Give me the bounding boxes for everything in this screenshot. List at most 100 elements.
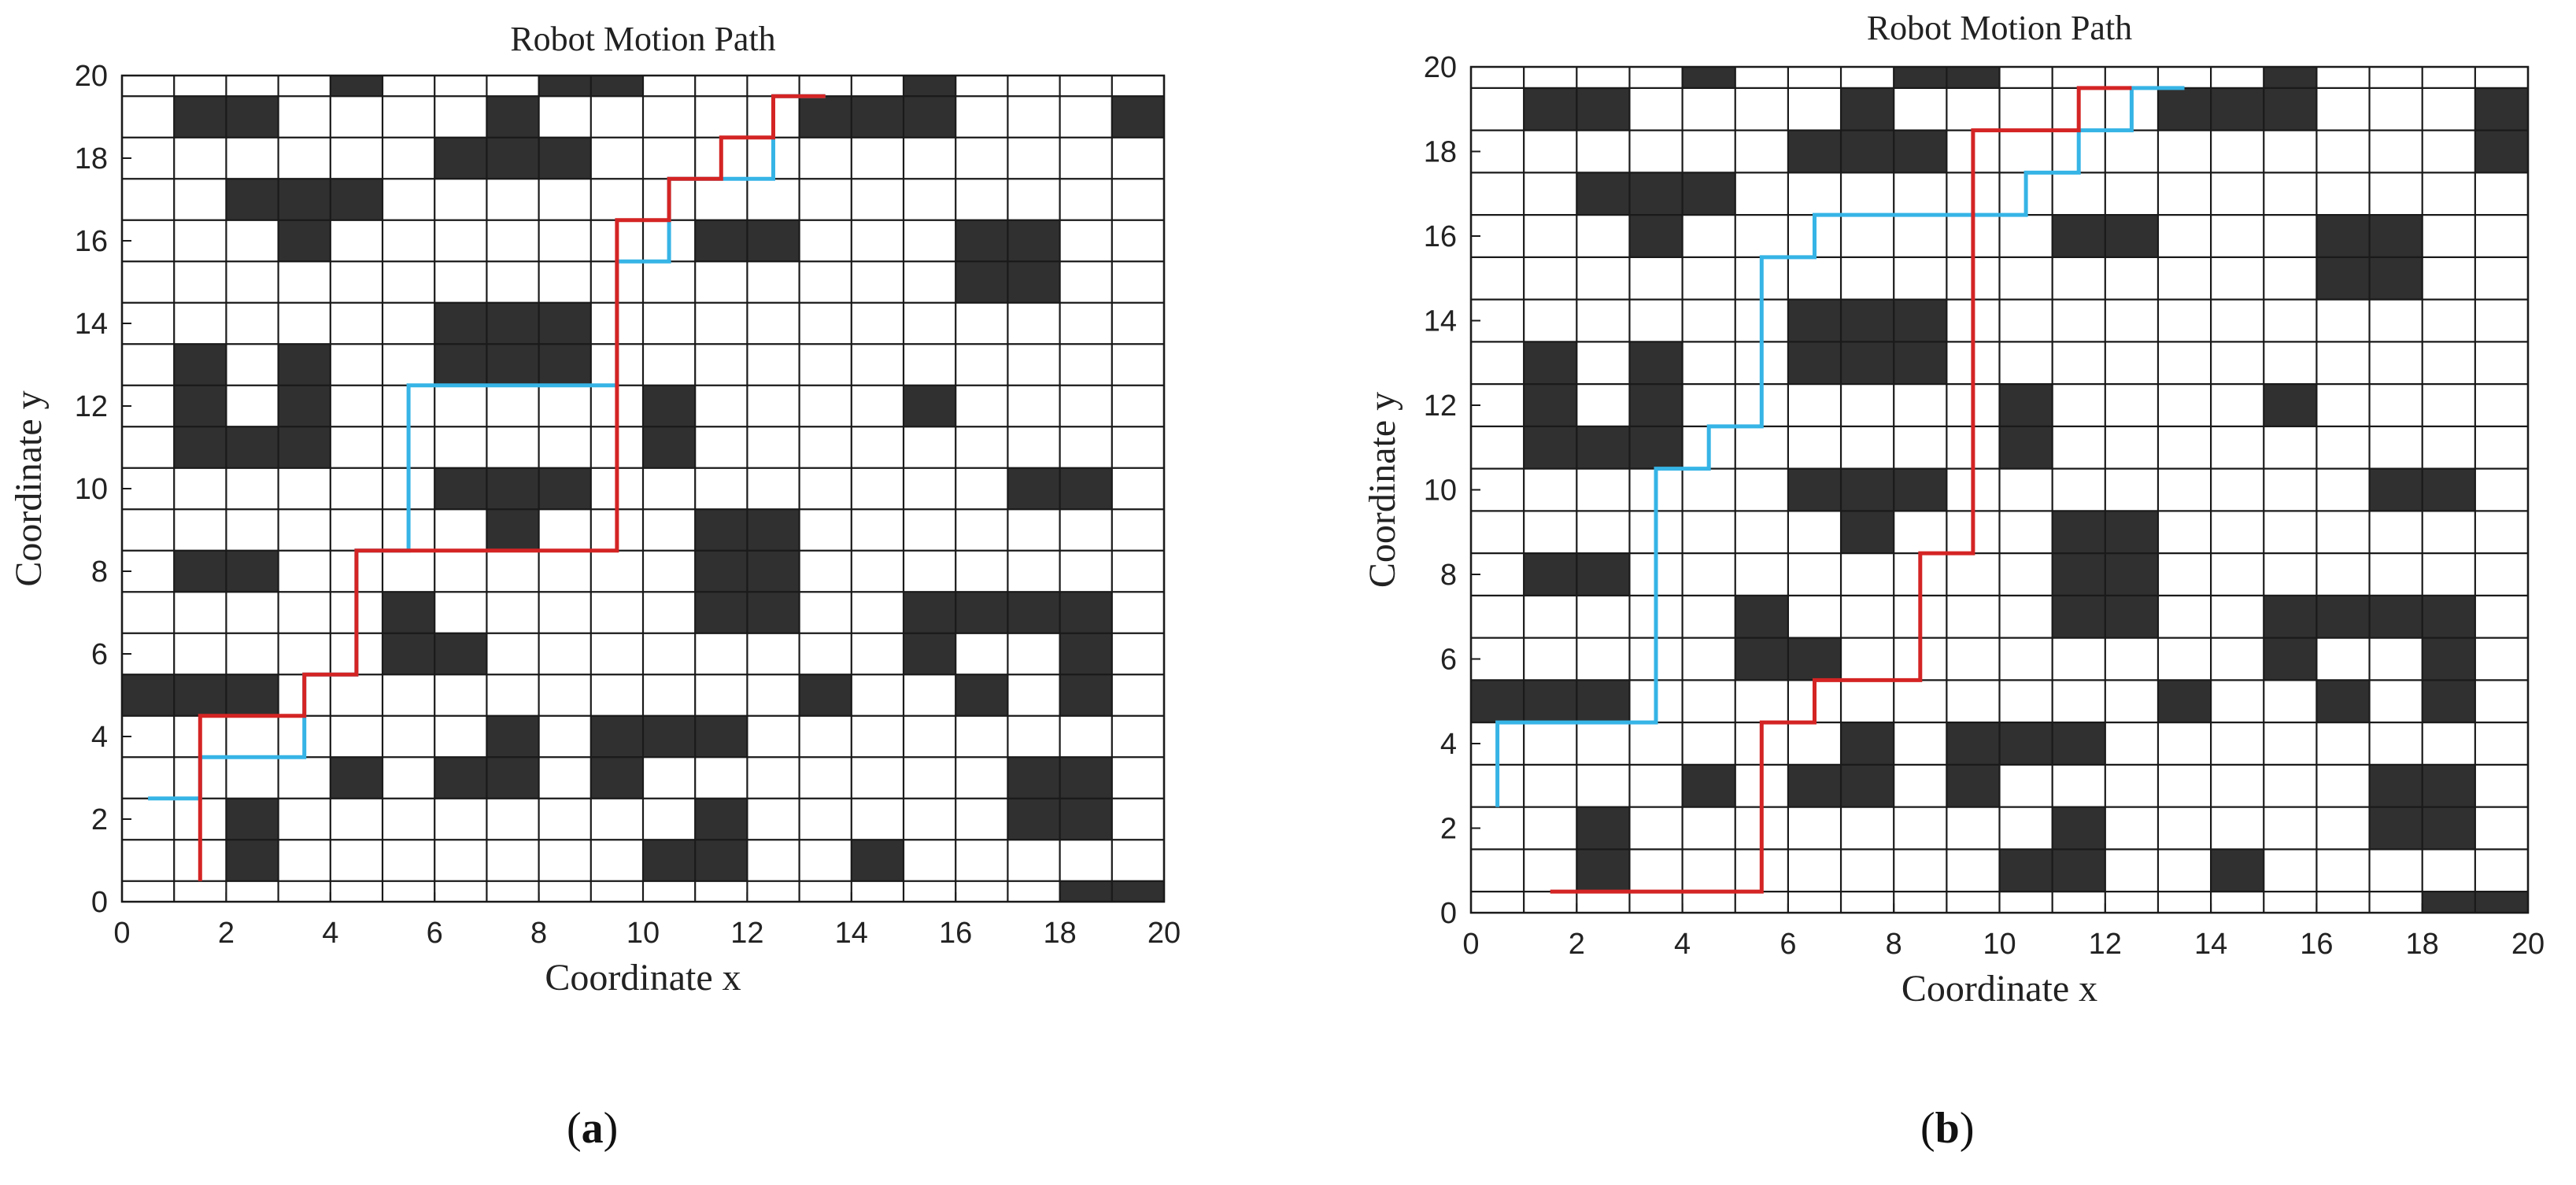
x-tick-label: 10 [626, 917, 660, 950]
obstacle-cell [1894, 130, 1947, 173]
x-tick-label: 4 [1674, 928, 1691, 961]
y-tick-label: 12 [1424, 389, 1457, 423]
obstacle-cell [1524, 87, 1577, 131]
obstacle-cell [955, 674, 1008, 716]
obstacle-cell [174, 344, 227, 386]
obstacle-cell [2316, 595, 2370, 638]
obstacle-cell [1999, 426, 2053, 469]
obstacle-cell [1787, 341, 1842, 385]
obstacle-cell [1576, 807, 1630, 850]
obstacle-cell [1735, 595, 1788, 638]
obstacle-cell [1524, 426, 1577, 469]
y-axis-label: Coordinate y [8, 390, 50, 586]
y-tick-label: 6 [91, 638, 108, 671]
obstacle-cell [2369, 257, 2423, 300]
y-tick-label: 2 [91, 803, 108, 836]
y-tick-label: 14 [75, 308, 108, 341]
obstacle-cell [538, 344, 591, 386]
x-tick-label: 16 [2300, 928, 2333, 961]
x-axis-label: Coordinate x [1902, 968, 2097, 1010]
obstacle-cell [1059, 467, 1112, 510]
obstacle-cell [2264, 595, 2317, 638]
obstacle-cell [955, 592, 1008, 633]
obstacle-cell [1629, 384, 1683, 426]
obstacle-cell [1059, 633, 1112, 675]
obstacle-cell [434, 633, 487, 675]
obstacle-cell [278, 220, 331, 262]
obstacle-cell [2052, 807, 2105, 850]
chart-title: Robot Motion Path [510, 20, 775, 58]
obstacle-cell [486, 467, 539, 510]
obstacle-cell [278, 426, 331, 468]
obstacle-cell [2264, 384, 2317, 426]
obstacle-cell [2422, 892, 2475, 913]
obstacle-cell [1629, 341, 1683, 385]
obstacle-cell [1576, 680, 1630, 723]
obstacle-cell [1894, 299, 1947, 342]
obstacle-cell [434, 467, 487, 510]
obstacle-cell [643, 385, 696, 427]
obstacle-cell [2052, 595, 2105, 638]
obstacle-cell [1841, 341, 1894, 385]
obstacle-cell [904, 76, 956, 97]
obstacle-cell [486, 509, 539, 551]
obstacle-layer [122, 76, 1164, 902]
obstacle-cell [538, 137, 591, 179]
panel-label-a: (a) [567, 1104, 619, 1153]
obstacle-cell [2474, 87, 2528, 131]
obstacle-cell [330, 179, 383, 220]
x-tick-label: 16 [939, 917, 972, 950]
obstacle-cell [1007, 798, 1060, 840]
obstacle-cell [434, 302, 487, 345]
obstacle-cell [1946, 722, 2000, 765]
obstacle-cell [1576, 426, 1630, 469]
x-tick-label: 8 [1886, 928, 1902, 961]
obstacle-cell [747, 220, 800, 262]
obstacle-cell [643, 426, 696, 468]
obstacle-cell [2369, 595, 2423, 638]
obstacle-cell [226, 426, 279, 468]
obstacle-cell [2316, 257, 2370, 300]
chart-title: Robot Motion Path [1867, 9, 2132, 47]
obstacle-cell [695, 840, 748, 881]
obstacle-cell [1007, 592, 1060, 633]
obstacle-cell [174, 385, 227, 427]
obstacle-cell [486, 344, 539, 386]
obstacle-cell [590, 76, 643, 97]
obstacle-cell [434, 137, 487, 179]
obstacle-cell [174, 550, 227, 592]
x-tick-label: 14 [835, 917, 868, 950]
obstacle-cell [2316, 215, 2370, 257]
obstacle-cell [1007, 757, 1060, 799]
y-tick-label: 12 [75, 390, 108, 423]
x-tick-label: 20 [1148, 917, 1181, 950]
obstacle-cell [1576, 849, 1630, 892]
y-tick-label: 4 [1440, 728, 1457, 761]
panel-label-b: (b) [1920, 1104, 1975, 1153]
obstacle-cell [2105, 511, 2158, 554]
obstacle-cell [1946, 67, 2000, 88]
panel-a: 0 2 4 6 8 10 12 14 16 18 20 0 2 4 6 8 10 12 14 16 18 20 Robot … [0, 0, 1196, 1185]
obstacle-cell [1682, 764, 1735, 807]
obstacle-cell [1111, 96, 1164, 138]
obstacle-cell [1629, 215, 1683, 257]
obstacle-cell [1946, 764, 2000, 807]
y-tick-label: 16 [75, 225, 108, 258]
obstacle-cell [2157, 87, 2212, 131]
obstacle-cell [278, 344, 331, 386]
x-tick-label: 6 [427, 917, 443, 950]
obstacle-cell [1682, 67, 1735, 88]
obstacle-cell [1841, 130, 1894, 173]
obstacle-cell [1059, 674, 1112, 716]
obstacle-cell [330, 757, 383, 799]
obstacle-cell [2369, 215, 2423, 257]
x-tick-label: 10 [1983, 928, 2016, 961]
panel-b: 0 2 4 6 8 10 12 14 16 18 20 0 2 4 6 8 10 12 14 16 18 20 Robot … [1354, 0, 2576, 1185]
grid-lines [120, 76, 1166, 902]
obstacle-cell [1059, 798, 1112, 840]
obstacle-cell [383, 592, 435, 633]
obstacle-cell [1787, 637, 1842, 681]
obstacle-cell [1682, 172, 1735, 216]
obstacle-cell [486, 715, 539, 758]
obstacle-cell [1841, 511, 1894, 554]
